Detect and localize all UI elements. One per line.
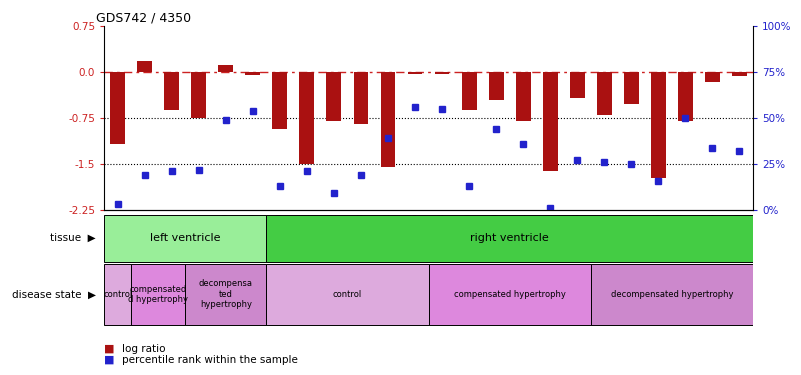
Bar: [185, 264, 266, 325]
Bar: [353, 72, 368, 124]
Bar: [570, 72, 585, 98]
Bar: [380, 72, 396, 167]
Bar: [461, 72, 477, 110]
Text: decompensated hypertrophy: decompensated hypertrophy: [610, 290, 733, 299]
Text: log ratio: log ratio: [122, 344, 165, 354]
Text: tissue  ▶: tissue ▶: [50, 233, 96, 243]
Text: control: control: [332, 290, 362, 299]
Bar: [429, 264, 590, 325]
Text: GDS742 / 4350: GDS742 / 4350: [96, 11, 191, 24]
Bar: [435, 72, 449, 74]
Text: left ventricle: left ventricle: [150, 233, 220, 243]
Bar: [191, 72, 206, 118]
Bar: [131, 264, 185, 325]
Text: disease state  ▶: disease state ▶: [12, 290, 96, 299]
Bar: [104, 264, 131, 325]
Bar: [219, 65, 233, 72]
Text: ■: ■: [104, 355, 115, 365]
Bar: [590, 264, 753, 325]
Bar: [597, 72, 612, 115]
Bar: [678, 72, 693, 121]
Bar: [266, 215, 753, 261]
Bar: [651, 72, 666, 177]
Text: compensated
d hypertrophy: compensated d hypertrophy: [128, 285, 188, 304]
Text: percentile rank within the sample: percentile rank within the sample: [122, 355, 298, 365]
Bar: [245, 72, 260, 75]
Text: right ventricle: right ventricle: [470, 233, 549, 243]
Text: compensated hypertrophy: compensated hypertrophy: [453, 290, 566, 299]
Bar: [408, 72, 422, 74]
Bar: [489, 72, 504, 100]
Bar: [104, 215, 266, 261]
Text: decompensa
ted
hypertrophy: decompensa ted hypertrophy: [199, 279, 253, 309]
Bar: [705, 72, 720, 82]
Bar: [266, 264, 429, 325]
Bar: [164, 72, 179, 110]
Bar: [624, 72, 638, 104]
Bar: [732, 72, 747, 76]
Bar: [272, 72, 288, 129]
Bar: [111, 72, 125, 144]
Text: ■: ■: [104, 344, 115, 354]
Bar: [137, 61, 152, 72]
Text: control: control: [103, 290, 132, 299]
Bar: [300, 72, 314, 164]
Bar: [516, 72, 530, 121]
Bar: [327, 72, 341, 121]
Bar: [543, 72, 557, 171]
